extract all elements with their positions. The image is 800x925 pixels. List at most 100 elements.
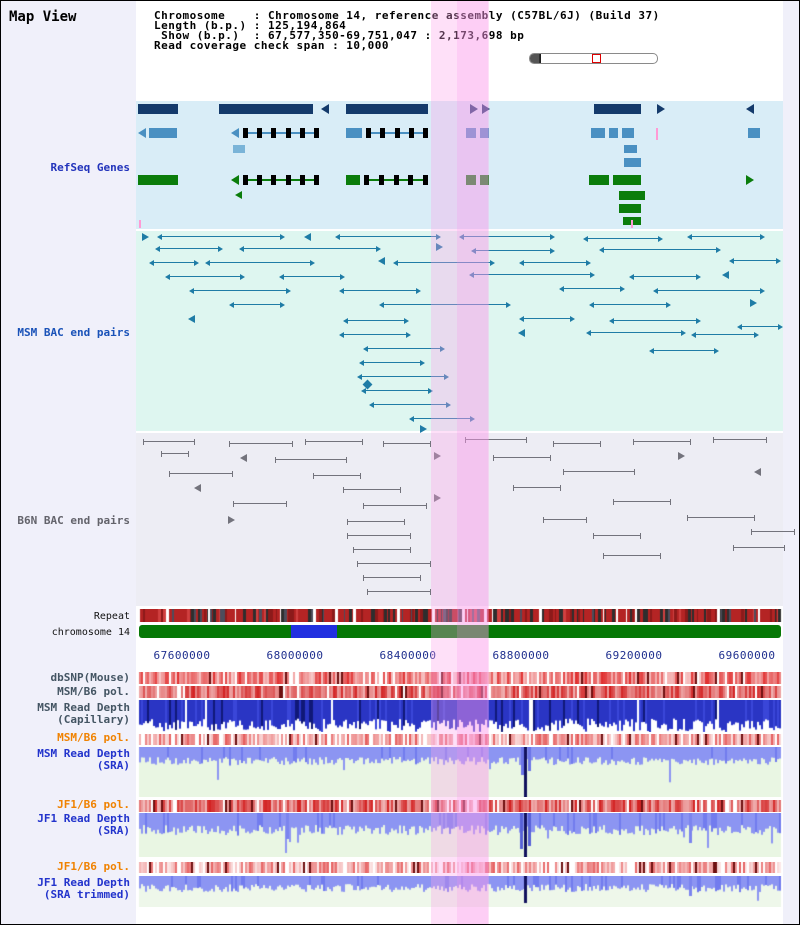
bac-pair[interactable] — [364, 577, 420, 578]
gene-box[interactable] — [589, 175, 609, 185]
gene-exon[interactable] — [380, 128, 385, 138]
bac-pair[interactable] — [160, 248, 218, 249]
gene-arrow[interactable] — [231, 175, 239, 185]
gene-box[interactable] — [346, 104, 428, 114]
bac-pair[interactable] — [658, 290, 760, 291]
bac-pair[interactable] — [364, 505, 426, 506]
bac-arrow[interactable] — [750, 299, 757, 307]
gene-exon[interactable] — [423, 128, 428, 138]
bac-pair[interactable] — [348, 521, 404, 522]
gene-exon[interactable] — [271, 128, 276, 138]
gene-box[interactable] — [138, 104, 178, 114]
gene-arrow[interactable] — [321, 104, 329, 114]
bac-pair[interactable] — [384, 304, 506, 305]
gene-arrow[interactable] — [470, 104, 478, 114]
bac-pair[interactable] — [364, 362, 420, 363]
bac-pair[interactable] — [614, 501, 670, 502]
bac-pair[interactable] — [384, 443, 430, 444]
bac-arrow[interactable] — [436, 243, 443, 251]
chromosome-position-bar[interactable] — [139, 625, 781, 638]
bac-pair[interactable] — [170, 473, 232, 474]
bac-arrow[interactable] — [142, 233, 149, 241]
bac-pair[interactable] — [244, 248, 376, 249]
bac-arrow[interactable] — [678, 452, 685, 460]
bac-pair[interactable] — [734, 547, 784, 548]
bac-pair[interactable] — [688, 517, 754, 518]
gene-box[interactable] — [233, 145, 245, 153]
bac-arrow[interactable] — [194, 484, 201, 492]
bac-pair[interactable] — [358, 563, 430, 564]
bac-arrow[interactable] — [378, 257, 385, 265]
gene-box[interactable] — [594, 104, 641, 114]
jf1-b6-pol-trimmed-strip[interactable] — [136, 862, 783, 873]
gene-box[interactable] — [480, 128, 489, 138]
gene-exon[interactable] — [394, 175, 399, 185]
gene-box[interactable] — [622, 128, 634, 138]
gene-exon[interactable] — [408, 175, 413, 185]
gene-arrow[interactable] — [657, 104, 665, 114]
bac-pair[interactable] — [554, 443, 600, 444]
dbsnp-mouse-strip[interactable] — [136, 672, 783, 684]
gene-box[interactable] — [609, 128, 618, 138]
bac-arrow[interactable] — [518, 329, 525, 337]
bac-pair[interactable] — [284, 276, 340, 277]
bac-pair[interactable] — [194, 290, 286, 291]
bac-pair[interactable] — [734, 260, 776, 261]
gene-box[interactable] — [219, 104, 313, 114]
bac-arrow[interactable] — [304, 233, 311, 241]
gene-arrow[interactable] — [746, 104, 754, 114]
bac-pair[interactable] — [354, 549, 410, 550]
bac-pair[interactable] — [234, 503, 286, 504]
bac-pair[interactable] — [344, 334, 406, 335]
bac-pair[interactable] — [374, 404, 446, 405]
bac-pair[interactable] — [466, 439, 526, 440]
jf1-read-depth-sra-track[interactable] — [136, 813, 783, 857]
gene-exon[interactable] — [409, 128, 414, 138]
gene-box[interactable] — [748, 128, 760, 138]
bac-pair[interactable] — [594, 535, 640, 536]
bac-pair[interactable] — [564, 288, 620, 289]
gene-exon[interactable] — [286, 175, 291, 185]
bac-pair[interactable] — [742, 326, 778, 327]
gene-exon[interactable] — [300, 175, 305, 185]
bac-pair[interactable] — [594, 304, 666, 305]
gene-exon[interactable] — [243, 175, 248, 185]
bac-pair[interactable] — [464, 236, 550, 237]
bac-pair[interactable] — [344, 489, 400, 490]
msm-read-depth-sra-track[interactable] — [136, 747, 783, 797]
bac-pair[interactable] — [154, 262, 194, 263]
gene-box[interactable] — [466, 175, 476, 185]
bac-pair[interactable] — [144, 441, 194, 442]
gene-exon[interactable] — [314, 128, 319, 138]
bac-pair[interactable] — [230, 443, 292, 444]
bac-pair[interactable] — [474, 274, 590, 275]
bac-arrow[interactable] — [754, 468, 761, 476]
gene-box[interactable] — [613, 175, 641, 185]
gene-exon[interactable] — [379, 175, 384, 185]
gene-box[interactable] — [138, 175, 178, 185]
bac-pair[interactable] — [752, 531, 794, 532]
gene-box[interactable] — [480, 175, 489, 185]
gene-exon[interactable] — [243, 128, 248, 138]
bac-pair[interactable] — [696, 334, 754, 335]
bac-arrow[interactable] — [420, 425, 427, 433]
bac-pair[interactable] — [634, 441, 690, 442]
bac-arrow[interactable] — [240, 454, 247, 462]
gene-exon[interactable] — [423, 175, 428, 185]
bac-pair[interactable] — [162, 236, 280, 237]
gene-box[interactable] — [624, 158, 641, 167]
gene-exon[interactable] — [257, 175, 262, 185]
bac-pair[interactable] — [368, 348, 440, 349]
msm-b6-pol-sra-strip[interactable] — [136, 734, 783, 745]
bac-pair[interactable] — [634, 276, 696, 277]
chromosome-view-segment[interactable] — [291, 625, 337, 638]
bac-arrow[interactable] — [188, 315, 195, 323]
bac-pair[interactable] — [314, 475, 360, 476]
bac-pair[interactable] — [692, 236, 760, 237]
gene-box[interactable] — [619, 191, 645, 200]
bac-pair[interactable] — [306, 441, 362, 442]
bac-pair[interactable] — [340, 236, 436, 237]
gene-arrow[interactable] — [138, 128, 146, 138]
refseq-genes-track[interactable] — [136, 101, 783, 229]
bac-pair[interactable] — [210, 262, 310, 263]
